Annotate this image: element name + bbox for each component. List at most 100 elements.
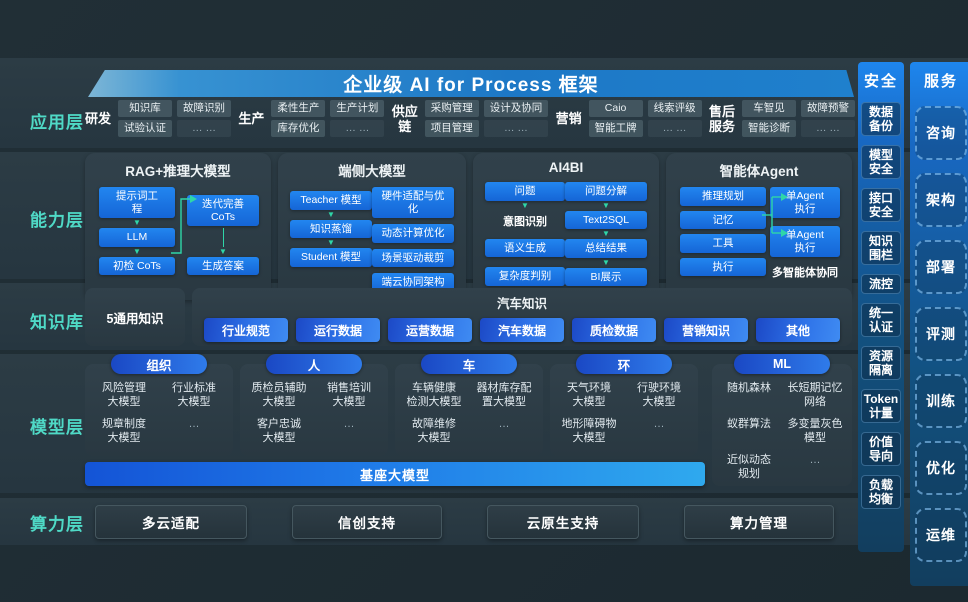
knowledge-pill: 营销知识 <box>664 318 748 342</box>
app-group-items: 知识库 试验认证 故障识别 … … <box>118 100 232 137</box>
security-item: 模型 安全 <box>861 145 901 179</box>
cap-box-title: RAG+推理大模型 <box>125 164 231 179</box>
model-box-organization: 组织 风险管理 大模型 行业标准 大模型 规章制度 大模型 … <box>85 354 233 456</box>
service-column-title: 服务 <box>923 73 958 90</box>
service-item: 优化 <box>915 441 967 495</box>
flow-step: BI展示 <box>565 267 647 286</box>
security-item: 数据 备份 <box>861 102 901 136</box>
app-group-supply-chain: 供应 链 采购管理 项目管理 设计及协同 … … <box>392 100 549 137</box>
app-item: 线索评级 <box>647 100 702 117</box>
compute-box: 算力管理 <box>684 505 834 539</box>
knowledge-pill: 行业规范 <box>204 318 288 342</box>
service-item: 架构 <box>915 173 967 227</box>
model-item-ellipsis: … <box>188 418 200 430</box>
agent-module: 推理规划 <box>680 187 766 206</box>
model-pill: 人 <box>266 354 362 374</box>
flow-step: 语义生成 <box>485 238 565 257</box>
cap-box-agent: 智能体Agent 推理规划 记忆 工具 执行 单Agent 执行 单Agent … <box>666 153 852 300</box>
knowledge-pill: 汽车数据 <box>480 318 564 342</box>
cap-box-title: AI4BI <box>548 160 584 175</box>
security-column: 安全 数据 备份 模型 安全 接口 安全 知识 围栏 流控 统一 认证 资源 隔… <box>858 62 904 552</box>
model-item: 蚁群算法 <box>727 418 771 430</box>
agent-exec-box: 单Agent 执行 <box>770 226 840 257</box>
app-group-label: 供应 链 <box>391 103 418 134</box>
app-group-after-sales: 售后 服务 车智见 智能诊断 故障预警 … … <box>709 100 855 137</box>
list-item: 动态计算优化 <box>372 224 454 243</box>
app-item: 智能诊断 <box>741 120 796 137</box>
agent-module: 执行 <box>680 257 766 276</box>
app-group-label: 研发 <box>85 111 112 126</box>
flow-step: 复杂度判别 <box>485 267 565 286</box>
down-arrow-icon <box>99 218 175 228</box>
model-box-vehicle: 车 车辆健康 检测大模型 器材库存配 置大模型 故障维修 大模型 … <box>395 354 543 456</box>
app-group-items: 车智见 智能诊断 故障预警 … … <box>741 100 855 137</box>
model-item: 风险管理 大模型 <box>102 382 146 408</box>
app-group-items: Caio 智能工牌 线索评级 … … <box>588 100 702 137</box>
base-model-bar: 基座大模型 <box>85 462 705 486</box>
app-item: 项目管理 <box>424 120 479 137</box>
cap-box-edge-model: 端侧大模型 Teacher 模型 知识蒸馏 Student 模型 硬件适配与优 … <box>278 153 466 300</box>
model-item-ellipsis: … <box>343 418 355 430</box>
knowledge-pill: 运营数据 <box>388 318 472 342</box>
flow-step: Teacher 模型 <box>290 191 372 210</box>
service-item: 训练 <box>915 374 967 428</box>
flow-step: 提示词工 程 <box>99 187 175 218</box>
auto-knowledge-title: 汽车知识 <box>496 297 547 311</box>
compute-box: 云原生支持 <box>487 505 639 539</box>
list-item: 端云协同架构 <box>372 273 454 292</box>
agent-module: 记忆 <box>680 210 766 229</box>
model-box-environment: 环 天气环境 大模型 行驶环境 大模型 地形障碍物 大模型 … <box>550 354 698 456</box>
compute-box: 信创支持 <box>292 505 442 539</box>
capability-layer-row: RAG+推理大模型 提示词工 程 LLM 初检 CoTs 迭代完善 CoTs 生… <box>85 153 852 300</box>
model-box-people: 人 质检员辅助 大模型 销售培训 大模型 客户忠诚 大模型 … <box>240 354 388 456</box>
service-column: 服务 咨询 架构 部署 评测 训练 优化 运维 <box>910 62 968 586</box>
app-item-ellipsis: … … <box>177 120 232 137</box>
app-item: 车智见 <box>741 100 796 117</box>
app-group-marketing: 营销 Caio 智能工牌 线索评级 … … <box>556 100 702 137</box>
flow-step: 问题 <box>485 182 565 201</box>
down-arrow-icon <box>565 258 647 268</box>
down-arrow-icon <box>485 201 565 211</box>
security-item: 价值 导向 <box>861 432 901 466</box>
flow-step: Text2SQL <box>565 210 647 229</box>
application-layer-row: 研发 知识库 试验认证 故障识别 … … 生产 柔性生产 库存优化 生产计划 …… <box>85 100 855 137</box>
model-pill: 车 <box>421 354 517 374</box>
flow-step: 迭代完善 CoTs <box>187 195 259 226</box>
flow-step: Student 模型 <box>290 248 372 267</box>
model-item: 行业标准 大模型 <box>172 382 216 408</box>
app-group-items: 采购管理 项目管理 设计及协同 … … <box>424 100 549 137</box>
security-column-title: 安全 <box>863 73 898 90</box>
security-item: 知识 围栏 <box>861 231 901 265</box>
app-item: 生产计划 <box>330 100 385 117</box>
model-item: 行驶环境 大模型 <box>637 382 681 408</box>
knowledge-pill: 其他 <box>756 318 840 342</box>
app-item: 柔性生产 <box>271 100 326 117</box>
agent-exec-box: 单Agent 执行 <box>770 187 840 218</box>
security-item: 负载 均衡 <box>861 475 901 509</box>
app-item: 库存优化 <box>271 120 326 137</box>
app-group-label: 生产 <box>238 111 265 126</box>
layer-label-application: 应用层 <box>30 113 84 132</box>
cap-box-title: 智能体Agent <box>719 164 799 179</box>
cap-box-ai4bi: AI4BI 问题 意图识别 语义生成 复杂度判别 问题分解 Text2SQL 总… <box>473 153 659 300</box>
model-item: 质检员辅助 大模型 <box>251 382 307 408</box>
app-item: 智能工牌 <box>588 120 643 137</box>
model-pill: ML <box>734 354 830 374</box>
app-group-items: 柔性生产 库存优化 生产计划 … … <box>271 100 385 137</box>
app-item-ellipsis: … … <box>483 120 549 137</box>
model-item-ellipsis: … <box>653 418 665 430</box>
model-item-ellipsis: … <box>809 454 821 466</box>
layer-label-capability: 能力层 <box>30 211 84 230</box>
flow-step: 总结结果 <box>565 239 647 258</box>
app-item: 故障预警 <box>800 100 855 117</box>
model-pill: 组织 <box>111 354 207 374</box>
flow-step: 问题分解 <box>565 182 647 201</box>
layer-label-compute: 算力层 <box>30 515 84 534</box>
flow-step: 初检 CoTs <box>99 256 175 275</box>
flow-step: LLM <box>99 228 175 247</box>
app-item-ellipsis: … … <box>330 120 385 137</box>
cap-box-rag: RAG+推理大模型 提示词工 程 LLM 初检 CoTs 迭代完善 CoTs 生… <box>85 153 271 300</box>
layer-label-knowledge: 知识库 <box>30 313 84 332</box>
model-pill: 环 <box>576 354 672 374</box>
